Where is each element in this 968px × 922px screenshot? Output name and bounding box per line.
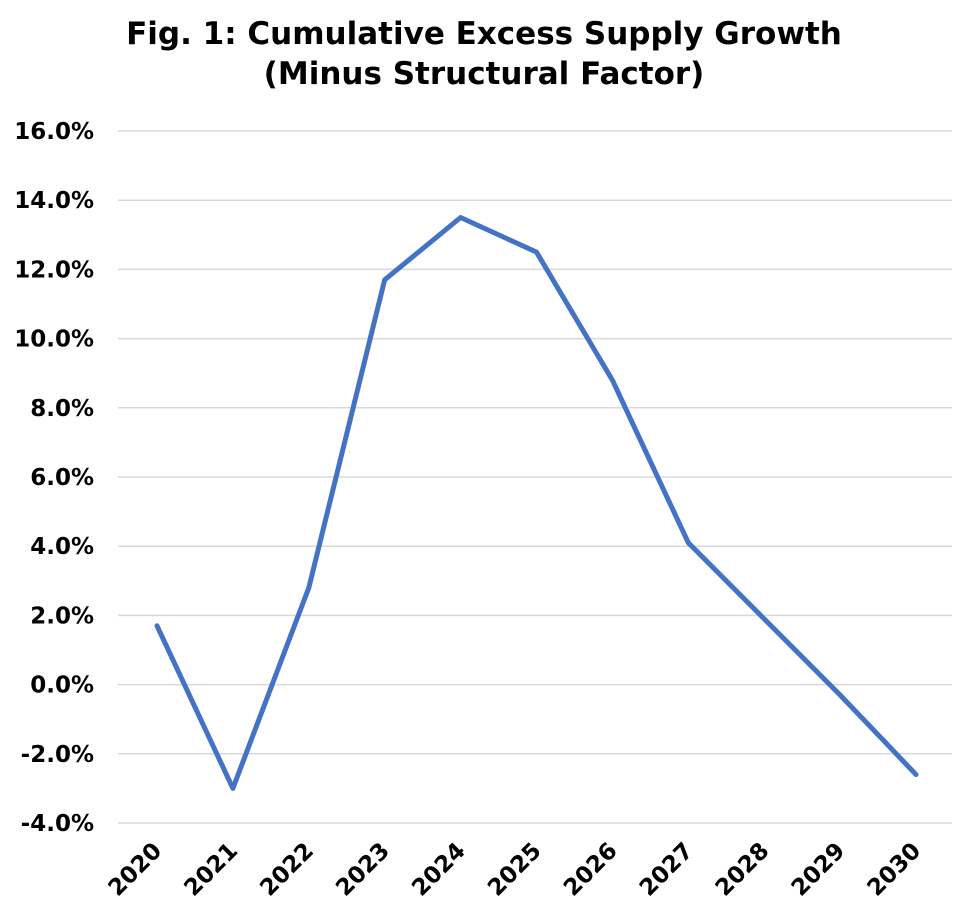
y-tick-label: 12.0% xyxy=(14,257,94,283)
y-tick-label: 16.0% xyxy=(14,119,94,145)
y-tick-label: -2.0% xyxy=(21,742,94,768)
y-tick-label: -4.0% xyxy=(21,811,94,837)
gridlines xyxy=(118,130,952,824)
x-tick-label: 2030 xyxy=(863,838,927,902)
x-tick-label: 2022 xyxy=(255,838,319,902)
x-tick-label: 2027 xyxy=(635,838,699,902)
y-tick-label: 6.0% xyxy=(30,465,94,491)
x-tick-label: 2028 xyxy=(711,838,775,902)
x-tick-label: 2023 xyxy=(331,838,395,902)
chart-title-line1: Fig. 1: Cumulative Excess Supply Growth xyxy=(126,16,842,52)
y-axis-tick-labels: 16.0% 14.0% 12.0% 10.0% 8.0% 6.0% 4.0% 2.0% 0.0%… xyxy=(14,119,94,837)
y-tick-label: 8.0% xyxy=(30,396,94,422)
x-tick-label: 2025 xyxy=(483,838,547,902)
series-line xyxy=(154,215,919,791)
x-tick-label: 2026 xyxy=(559,838,623,902)
chart-subtitle: (Minus Structural Factor) xyxy=(263,56,705,92)
y-tick-label: 10.0% xyxy=(14,327,94,353)
x-tick-label: 2024 xyxy=(407,838,471,902)
y-tick-label: 4.0% xyxy=(30,534,94,560)
x-tick-label: 2020 xyxy=(104,838,168,902)
chart-title: Fig. 1: Cumulative Excess Supply Growth … xyxy=(0,14,968,94)
x-axis-tick-labels: 2020 2021 2022 2023 2024 2025 2026 2027 2028 2029… xyxy=(104,838,927,902)
x-tick-label: 2021 xyxy=(179,838,243,902)
x-tick-label: 2029 xyxy=(787,838,851,902)
y-tick-label: 14.0% xyxy=(14,188,94,214)
y-tick-label: 2.0% xyxy=(30,603,94,629)
y-tick-label: 0.0% xyxy=(30,673,94,699)
